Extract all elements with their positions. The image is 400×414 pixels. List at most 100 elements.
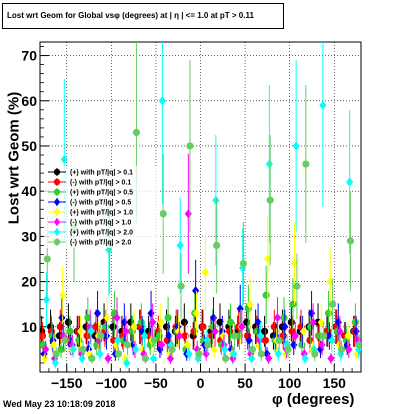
data-point	[261, 336, 269, 344]
data-point-group	[284, 340, 292, 358]
data-point-group	[104, 353, 112, 364]
data-point	[243, 318, 251, 326]
data-point-group	[186, 60, 194, 232]
data-point	[245, 335, 253, 345]
data-point-group	[293, 253, 301, 319]
data-point-group	[247, 353, 256, 364]
data-point	[93, 308, 102, 318]
data-point	[337, 345, 346, 353]
y-tick-label: 10	[21, 319, 37, 335]
data-point	[51, 358, 59, 368]
data-point	[87, 326, 95, 336]
legend-label: (+) with pT/|q| > 1.0	[70, 210, 133, 217]
data-point	[164, 314, 172, 322]
data-point-group	[336, 315, 344, 347]
data-point	[284, 345, 292, 353]
data-point-group	[337, 340, 346, 358]
legend-marker	[53, 168, 61, 176]
data-point-group	[327, 353, 335, 364]
y-tick-label: 50	[21, 138, 37, 154]
y-tick-label: 30	[21, 228, 37, 244]
data-point	[320, 332, 328, 340]
data-point	[260, 327, 269, 335]
legend-marker	[53, 218, 61, 226]
data-point-group	[87, 315, 95, 347]
data-point-group	[301, 353, 309, 364]
data-point	[318, 340, 326, 350]
data-point	[55, 332, 64, 340]
data-point	[103, 313, 111, 323]
data-point	[335, 340, 343, 350]
data-point-group	[41, 353, 49, 364]
data-point	[64, 318, 72, 326]
legend-label: (-) with pT/|q| > 0.1	[70, 180, 131, 187]
legend-entry: (+) with pT/|q| > 2.0	[48, 228, 133, 237]
data-point-group	[102, 322, 111, 350]
data-point	[326, 277, 334, 287]
data-point	[84, 314, 92, 322]
data-point-group	[274, 347, 282, 361]
data-point-group	[211, 315, 219, 347]
data-point	[137, 318, 145, 326]
x-tick-label: 0	[197, 375, 205, 391]
data-point-group	[185, 347, 193, 361]
legend-entry: (-) with pT/|q| > 0.1	[48, 178, 131, 187]
data-point	[149, 353, 158, 363]
data-point	[264, 353, 273, 363]
data-point	[266, 196, 274, 204]
data-point	[114, 335, 122, 345]
data-point	[122, 326, 130, 336]
y-tick-label: 40	[21, 183, 37, 199]
data-point-group	[275, 328, 283, 353]
legend-marker	[53, 208, 61, 216]
data-point-group	[149, 353, 158, 364]
data-point-group	[265, 85, 273, 244]
data-point-group	[221, 340, 229, 358]
x-tick-label: 150	[323, 375, 347, 391]
data-point	[132, 128, 141, 137]
data-point	[213, 241, 221, 250]
data-point	[168, 345, 176, 353]
data-point	[176, 240, 184, 250]
legend-marker	[53, 228, 61, 236]
data-point	[210, 344, 218, 354]
data-point-group	[195, 347, 203, 361]
data-point	[123, 358, 131, 368]
legend-marker	[53, 198, 61, 206]
data-point-group	[115, 347, 123, 361]
data-point-group	[281, 309, 289, 344]
data-point	[50, 340, 58, 350]
data-point-group	[123, 357, 131, 369]
data-point	[195, 350, 203, 358]
data-layer	[40, 42, 361, 369]
data-point-group	[132, 340, 140, 358]
data-point	[221, 344, 229, 354]
data-point-group	[292, 60, 300, 232]
legend-entry: (-) with pT/|q| > 1.0	[48, 218, 131, 227]
data-point	[190, 327, 198, 335]
data-point	[186, 142, 194, 150]
data-point	[344, 331, 352, 341]
data-point-group	[76, 315, 85, 347]
legend-entry: (+) with pT/|q| > 0.1	[48, 168, 133, 177]
x-tick-label: 100	[278, 375, 302, 391]
data-point	[201, 268, 209, 278]
data-point-group	[78, 353, 86, 364]
data-point	[104, 353, 112, 363]
data-point	[52, 350, 60, 358]
data-point	[299, 326, 308, 336]
data-point-group	[141, 353, 149, 364]
data-point	[79, 345, 87, 353]
y-axis-label: Lost wrt Geom (%)	[5, 91, 23, 225]
data-point	[61, 336, 69, 344]
data-point	[185, 349, 193, 359]
data-point	[96, 349, 104, 359]
x-tick-label: −150	[51, 375, 83, 391]
data-point	[248, 345, 256, 353]
data-point	[204, 341, 212, 349]
data-point-group	[328, 328, 336, 353]
chart-title: Lost wrt Geom for Global vsφ (degrees) a…	[7, 11, 254, 20]
data-point	[43, 255, 51, 263]
data-point-group	[157, 334, 166, 356]
